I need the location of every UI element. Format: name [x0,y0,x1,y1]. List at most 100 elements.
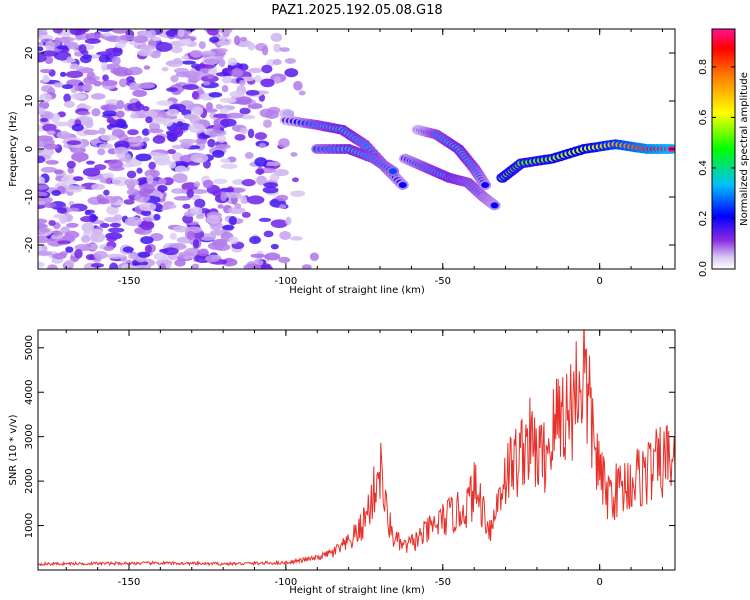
spectrogram-noise-cell [293,80,303,91]
spectrogram-noise-cell [264,252,281,261]
spectrogram-noise-cell [139,202,157,212]
spectrogram-noise-cell [86,160,95,165]
spectrogram-noise-cell [108,227,125,233]
spectrogram-noise-cell [116,99,125,110]
spectrogram-noise-cell [127,129,139,136]
spectrogram-noise-cell [57,240,71,245]
spectrogram-noise-cell [158,178,167,185]
spectrogram-noise-cell [192,238,200,249]
spectrogram-noise-cell [239,79,246,86]
spectrogram-noise-cell [56,207,68,214]
spectrogram-noise-cell [158,263,167,269]
spectrogram-noise-cell [191,90,199,100]
spectrogram-noise-cell [113,146,129,155]
spectrogram-noise-cell [186,189,194,198]
spectrogram-noise-cell [136,167,143,174]
spectrogram-noise-cell [166,108,180,117]
spectrogram-noise-cell [247,42,256,51]
spectrogram-noise-cell [261,64,273,74]
spectrogram-noise-cell [72,176,84,182]
spectrogram-noise-cell [190,188,208,194]
spectrogram-noise-cell [216,40,231,46]
spectrogram-noise-cell [64,259,75,268]
spectrogram-noise-cell [250,253,266,258]
spectrogram-noise-cell [102,74,109,82]
spectrogram-noise-cell [144,217,152,222]
spectrogram-noise-cell [247,128,255,139]
spectrogram-noise-cell [208,130,218,138]
spectrogram-noise-cell [133,264,152,269]
spectrogram-noise-cell [309,252,319,261]
spectrogram-noise-cell [246,195,265,205]
snr-frame [37,329,676,571]
spectrogram-noise-cell [56,130,71,140]
spectrogram-noise-cell [233,35,241,46]
spectrogram-noise-cell [82,167,101,177]
spectrogram-noise-cell [38,176,45,185]
spectrogram-noise-cell [40,117,48,123]
spectrogram-noise-cell [285,216,292,226]
snr-x-tick-label: -150 [118,577,141,588]
spectrogram-noise-cell [85,253,96,261]
spectrogram-noise-cell [301,264,312,269]
spectrogram-noise-cell [145,116,153,124]
spectrogram-noise-cell [263,230,274,238]
spectrogram-noise-cell [118,78,128,88]
spectrogram-noise-cell [100,104,118,111]
spectrogram-noise-cell [38,155,46,164]
spectrogram-noise-cell [124,153,132,164]
spectrogram-noise-cell [228,236,239,245]
colorbar: 0.0 0.2 0.4 0.6 0.8 Normalized spectral ampl… [698,28,750,277]
spectrogram-noise-cell [190,206,203,216]
spectrogram-noise-cell [254,157,268,167]
spectrogram-noise-cell [85,209,95,214]
spectrogram-noise-cell [206,214,221,225]
spectrogram-noise-cell [147,128,164,134]
spectrogram-noise-cell [227,57,238,66]
spectrogram-noise-cell [228,216,237,226]
spectrogram-noise-cell [201,50,217,56]
spectrogram-y-tick-label: -20 [24,237,35,253]
spectrogram-noise-cell [258,217,272,223]
spectrogram-noise-cell [78,44,87,54]
spectrogram-noise-cell [43,202,57,209]
spectrogram-noise-cell [191,106,204,116]
spectrogram-noise-cell [90,232,106,243]
spectrogram-noise-cell [102,32,113,37]
spectrogram-noise-cell [126,188,140,196]
spectrogram-noise-cell [273,168,289,177]
spectrogram-noise-cell [291,177,299,183]
spectrogram-noise-cell [48,220,56,227]
spectrogram-noise-cell [111,29,130,34]
spectrogram-noise-cell [147,151,161,157]
spectrogram-noise-cell [103,189,110,196]
spectrogram-noise-cell [83,76,97,85]
spectrogram-noise-cell [123,199,135,205]
spectrogram-noise-cell [232,179,245,185]
spectrogram-noise-cell [284,68,299,78]
spectrogram-ridge-cell [388,168,397,175]
spectrogram-noise-cell [138,187,151,198]
spectrogram-noise-cell [106,63,121,70]
spectrogram-noise-cell [46,130,56,136]
spectrogram-noise-cell [202,81,211,86]
spectrogram-noise-cell [171,188,185,194]
spectrogram-noise-cell [40,50,59,57]
spectrogram-noise-cell [137,49,153,57]
spectrogram-noise-cell [279,230,292,241]
spectrogram-noise-cell [222,224,235,231]
spectrogram-noise-cell [40,228,50,234]
spectrogram-noise-cell [106,237,118,242]
spectrogram-noise-cell [261,46,269,56]
spectrogram-noise-cell [91,108,101,117]
spectrogram-noise-cell [110,68,126,75]
spectrogram-noise-cell [245,89,260,96]
spectrogram-noise-cell [180,39,191,46]
spectrogram-noise-cell [202,179,214,189]
spectrogram-noise-cell [209,36,220,43]
spectrogram-noise-cell [135,153,152,162]
spectrogram-noise-cell [270,219,288,228]
spectrogram-noise-cell [40,166,58,173]
spectrogram-noise-cell [180,174,188,183]
